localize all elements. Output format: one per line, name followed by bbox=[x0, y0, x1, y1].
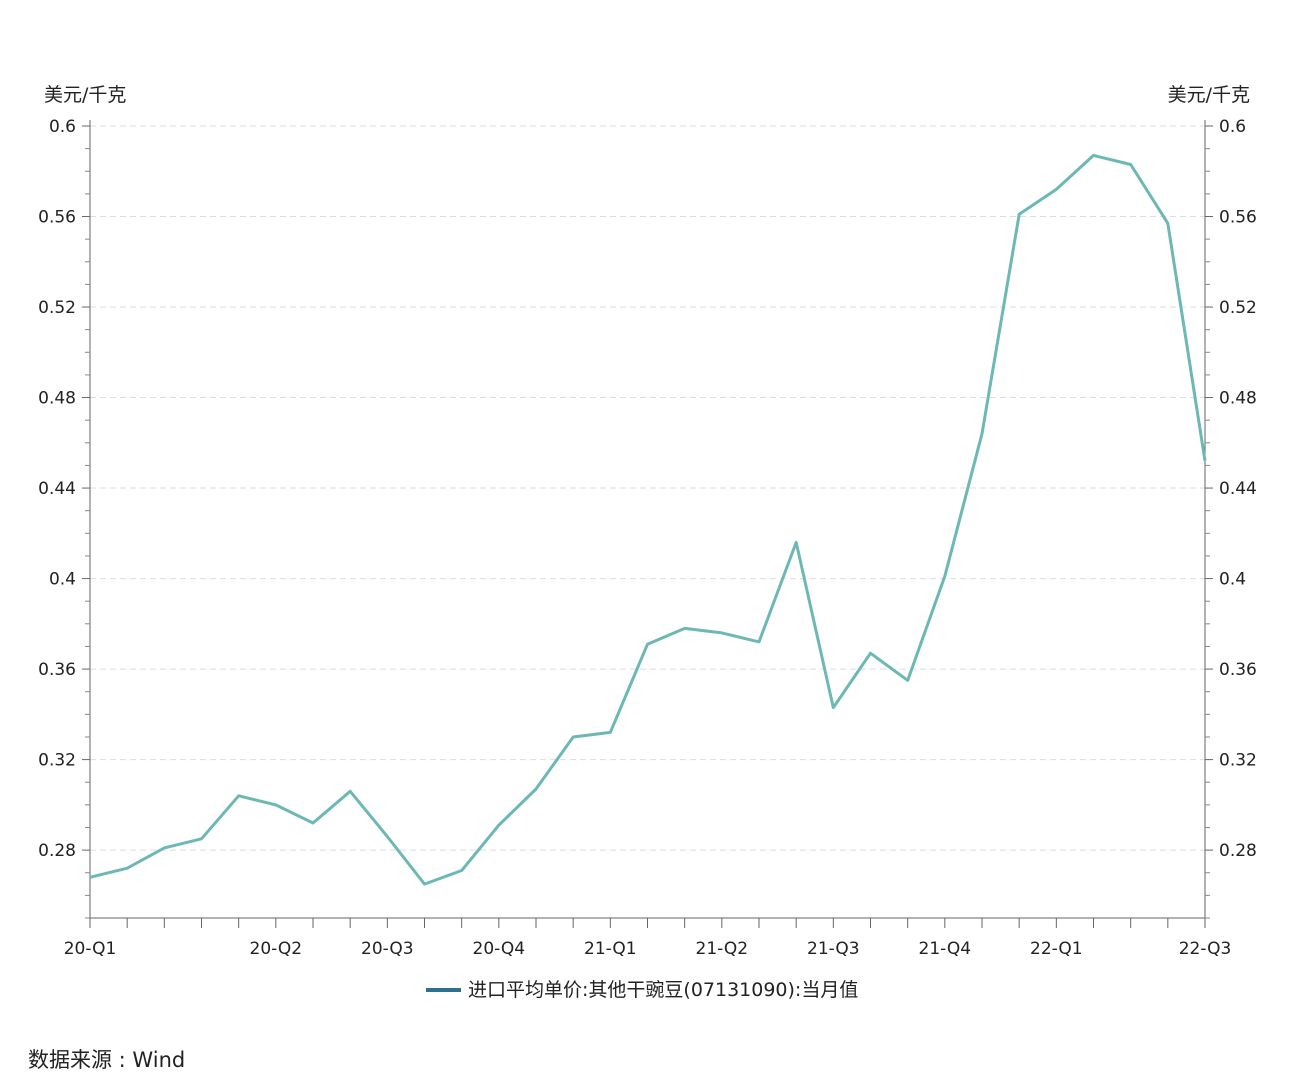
series-line bbox=[89, 153, 1207, 886]
axes bbox=[89, 120, 1206, 919]
data-source-note: 数据来源 : Wind bbox=[28, 1048, 186, 1072]
x-tick-label: 22-Q3 bbox=[1179, 939, 1232, 959]
y-tick-label-left: 0.36 bbox=[38, 660, 76, 680]
y-tick-label-right: 0.6 bbox=[1219, 117, 1246, 137]
x-tick-label: 21-Q3 bbox=[807, 939, 860, 959]
line-chart: 0.28 0.28 0.32 0.32 0.36 0.36 0.4 0.4 0.44 0.44 0.… bbox=[38, 84, 1257, 1001]
x-tick-label: 20-Q1 bbox=[64, 939, 117, 959]
y-tick-label-right: 0.28 bbox=[1219, 841, 1257, 861]
y-tick-label-left: 0.52 bbox=[38, 298, 76, 318]
tick-labels: 0.28 0.28 0.32 0.32 0.36 0.36 0.4 0.4 0.44 0.44 0.… bbox=[38, 117, 1257, 959]
y-tick-label-right: 0.56 bbox=[1219, 208, 1257, 228]
y-tick-label-left: 0.32 bbox=[38, 751, 76, 771]
legend-label: 进口平均单价:其他干豌豆(07131090):当月值 bbox=[468, 979, 858, 1001]
x-tick-label: 21-Q1 bbox=[584, 939, 637, 959]
y-tick-label-right: 0.48 bbox=[1219, 389, 1257, 409]
y-tick-label-right: 0.36 bbox=[1219, 660, 1257, 680]
x-tick-label: 21-Q2 bbox=[696, 939, 749, 959]
y-tick-label-right: 0.4 bbox=[1219, 570, 1246, 590]
y-tick-label-left: 0.44 bbox=[38, 479, 76, 499]
y-tick-label-left: 0.48 bbox=[38, 389, 76, 409]
right-y-unit-label: 美元/千克 bbox=[1168, 84, 1250, 106]
y-tick-label-right: 0.32 bbox=[1219, 751, 1257, 771]
axis-ticks bbox=[82, 125, 1213, 928]
y-tick-label-left: 0.4 bbox=[49, 570, 76, 590]
series-lines bbox=[89, 153, 1207, 886]
y-tick-label-left: 0.28 bbox=[38, 841, 76, 861]
x-tick-label: 21-Q4 bbox=[919, 939, 972, 959]
x-tick-label: 20-Q3 bbox=[361, 939, 414, 959]
y-tick-label-right: 0.44 bbox=[1219, 479, 1257, 499]
x-tick-label: 20-Q4 bbox=[473, 939, 526, 959]
y-tick-label-left: 0.56 bbox=[38, 208, 76, 228]
legend: 进口平均单价:其他干豌豆(07131090):当月值 bbox=[426, 979, 858, 1001]
left-y-unit-label: 美元/千克 bbox=[44, 84, 126, 106]
x-tick-label: 22-Q1 bbox=[1030, 939, 1083, 959]
x-tick-label: 20-Q2 bbox=[250, 939, 303, 959]
y-tick-label-left: 0.6 bbox=[49, 117, 76, 137]
grid-lines bbox=[90, 125, 1205, 851]
y-tick-label-right: 0.52 bbox=[1219, 298, 1257, 318]
